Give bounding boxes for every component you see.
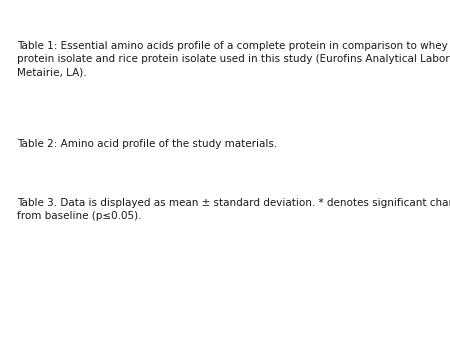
Text: Table 2: Amino acid profile of the study materials.: Table 2: Amino acid profile of the study…: [17, 139, 277, 149]
Text: Table 3. Data is displayed as mean ± standard deviation. * denotes significant c: Table 3. Data is displayed as mean ± sta…: [17, 198, 450, 221]
Text: Table 1: Essential amino acids profile of a complete protein in comparison to wh: Table 1: Essential amino acids profile o…: [17, 41, 450, 78]
